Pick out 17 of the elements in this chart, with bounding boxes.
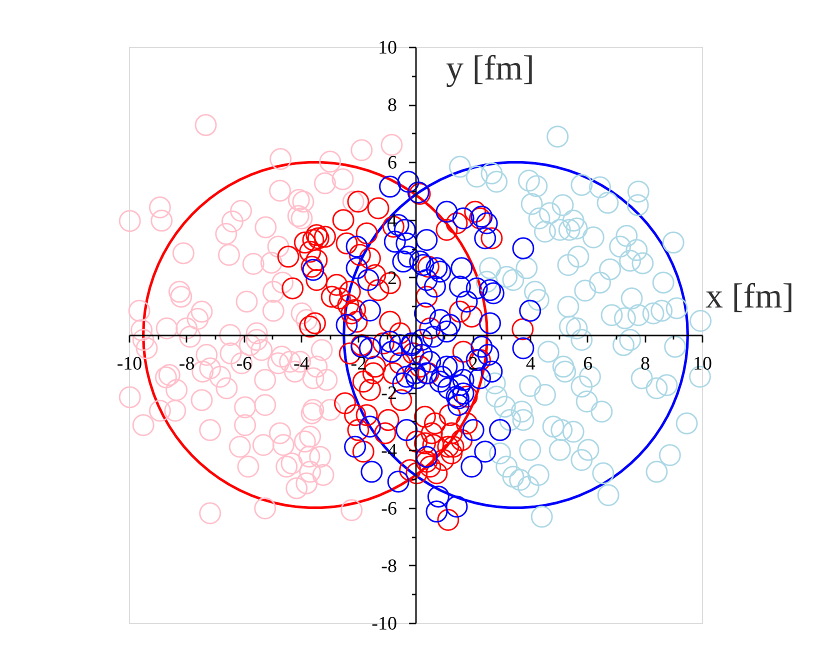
y-tick-label: -10 bbox=[372, 614, 397, 634]
x-tick-label: -10 bbox=[116, 354, 142, 374]
x-tick-label: 6 bbox=[583, 354, 593, 374]
x-tick-label: -8 bbox=[178, 354, 195, 374]
y-tick-label: 2 bbox=[388, 268, 397, 289]
y-tick-label: 6 bbox=[388, 152, 397, 174]
y-tick-label: -6 bbox=[381, 498, 397, 520]
y-tick-label: -8 bbox=[381, 556, 397, 577]
x-tick-label: 10 bbox=[693, 354, 712, 374]
y-tick-label: 10 bbox=[378, 38, 397, 58]
x-tick-label: -6 bbox=[236, 354, 252, 374]
x-axis-title: x [fm] bbox=[706, 276, 794, 316]
y-tick-label: 8 bbox=[388, 95, 397, 116]
x-tick-label: 4 bbox=[526, 354, 536, 374]
x-tick-label: 8 bbox=[640, 354, 650, 374]
x-tick-label: -4 bbox=[293, 354, 310, 374]
y-axis-title: y [fm] bbox=[446, 48, 534, 88]
